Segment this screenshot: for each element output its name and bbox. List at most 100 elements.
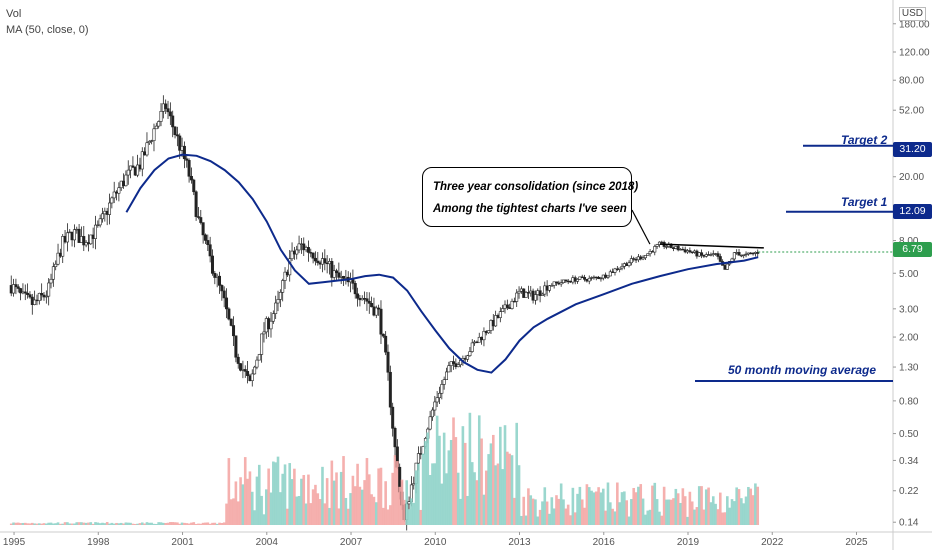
volume-bar-125: [302, 475, 306, 525]
volume-bar-92: [225, 503, 228, 525]
volume-bar-260: [618, 502, 621, 525]
volume-bar-141: [339, 471, 343, 525]
candle-body-41: [105, 210, 109, 215]
candle-body-241: [573, 277, 577, 282]
volume-bar-185: [442, 432, 446, 525]
price-tick-label-0.80: 0.80: [899, 396, 919, 407]
volume-bar-200: [477, 415, 481, 525]
candle-body-232: [552, 281, 556, 286]
candle-body-133: [320, 258, 324, 265]
volume-bar-51: [129, 522, 132, 525]
price-tick-label-0.22: 0.22: [899, 486, 919, 497]
candle-body-51: [129, 165, 133, 171]
candle-body-218: [519, 288, 523, 292]
volume-bar-101: [246, 478, 249, 525]
candle-body-96: [234, 335, 238, 358]
candle-body-300: [711, 253, 715, 255]
candle-body-25: [68, 231, 72, 234]
candle-body-239: [569, 280, 573, 283]
volume-bar-285: [676, 493, 680, 525]
volume-bar-99: [241, 484, 245, 525]
candle-body-16: [47, 282, 51, 297]
volume-bar-47: [119, 522, 123, 525]
volume-bar-224: [534, 499, 537, 525]
price-tick-label-0.34: 0.34: [899, 456, 919, 467]
volume-bar-81: [199, 523, 203, 525]
volume-bar-269: [639, 484, 643, 525]
candle-body-199: [475, 341, 479, 344]
volume-bar-236: [562, 499, 565, 525]
candle-body-229: [545, 285, 549, 291]
candle-body-85: [208, 244, 212, 257]
target-1-price-tag: 12.09: [893, 204, 932, 219]
candle-body-219: [522, 288, 526, 298]
volume-bar-245: [583, 507, 586, 525]
currency-label[interactable]: USD: [898, 7, 926, 21]
candle-body-142: [342, 276, 346, 279]
candle-body-28: [75, 228, 79, 231]
candle-body-67: [166, 108, 170, 113]
candle-body-258: [613, 268, 617, 273]
volume-bar-282: [669, 499, 673, 525]
candle-body-154: [370, 303, 374, 308]
candle-body-112: [271, 313, 275, 322]
volume-bar-177: [424, 441, 427, 525]
volume-bar-210: [501, 469, 504, 525]
volume-bar-283: [672, 498, 675, 525]
volume-bar-160: [384, 481, 387, 525]
volume-bar-196: [468, 412, 472, 525]
volume-bar-31: [82, 522, 86, 525]
candle-body-203: [484, 330, 488, 334]
volume-bar-259: [616, 482, 619, 525]
candle-body-248: [590, 277, 594, 279]
candle-body-211: [503, 304, 507, 309]
volume-bar-308: [730, 499, 734, 525]
candle-body-10: [33, 299, 37, 305]
volume-bar-105: [255, 476, 259, 525]
candle-body-49: [124, 174, 128, 187]
volume-bar-66: [164, 523, 167, 525]
volume-bar-34: [89, 522, 93, 525]
volume-bar-94: [229, 499, 233, 525]
volume-bar-186: [445, 473, 448, 525]
candle-body-242: [576, 279, 580, 282]
volume-bar-311: [737, 489, 741, 525]
volume-bar-274: [651, 485, 654, 525]
candle-body-296: [702, 255, 706, 257]
volume-bar-152: [365, 458, 369, 525]
candle-body-32: [84, 242, 88, 246]
volume-bar-225: [536, 516, 540, 525]
volume-bar-15: [45, 523, 48, 525]
volume-bar-270: [641, 498, 645, 525]
volume-bar-161: [386, 509, 390, 525]
volume-bar-107: [260, 495, 263, 525]
candle-body-74: [182, 145, 186, 160]
candle-body-151: [363, 298, 367, 300]
volume-bar-127: [307, 474, 310, 525]
volume-bar-211: [503, 425, 507, 525]
volume-bar-25: [68, 523, 72, 525]
volume-bar-75: [185, 523, 189, 525]
callout-line-2: Among the tightest charts I've seen: [433, 203, 627, 215]
candle-body-24: [65, 232, 69, 243]
candle-body-215: [512, 300, 516, 303]
candle-body-34: [89, 234, 93, 245]
candle-body-318: [753, 252, 757, 254]
volume-bar-250: [594, 491, 598, 525]
volume-bar-162: [389, 505, 392, 525]
volume-bar-227: [541, 501, 544, 525]
volume-bar-154: [370, 494, 373, 525]
volume-bar-195: [466, 495, 469, 525]
volume-bar-2: [14, 522, 18, 525]
candle-body-286: [679, 248, 683, 251]
volume-bar-237: [564, 508, 568, 525]
candle-body-130: [313, 257, 317, 262]
volume-bar-293: [695, 507, 699, 525]
candle-body-295: [700, 252, 704, 256]
candle-body-251: [597, 276, 601, 279]
volume-bar-265: [630, 499, 633, 525]
volume-bar-180: [431, 463, 434, 525]
candle-body-319: [756, 252, 760, 254]
